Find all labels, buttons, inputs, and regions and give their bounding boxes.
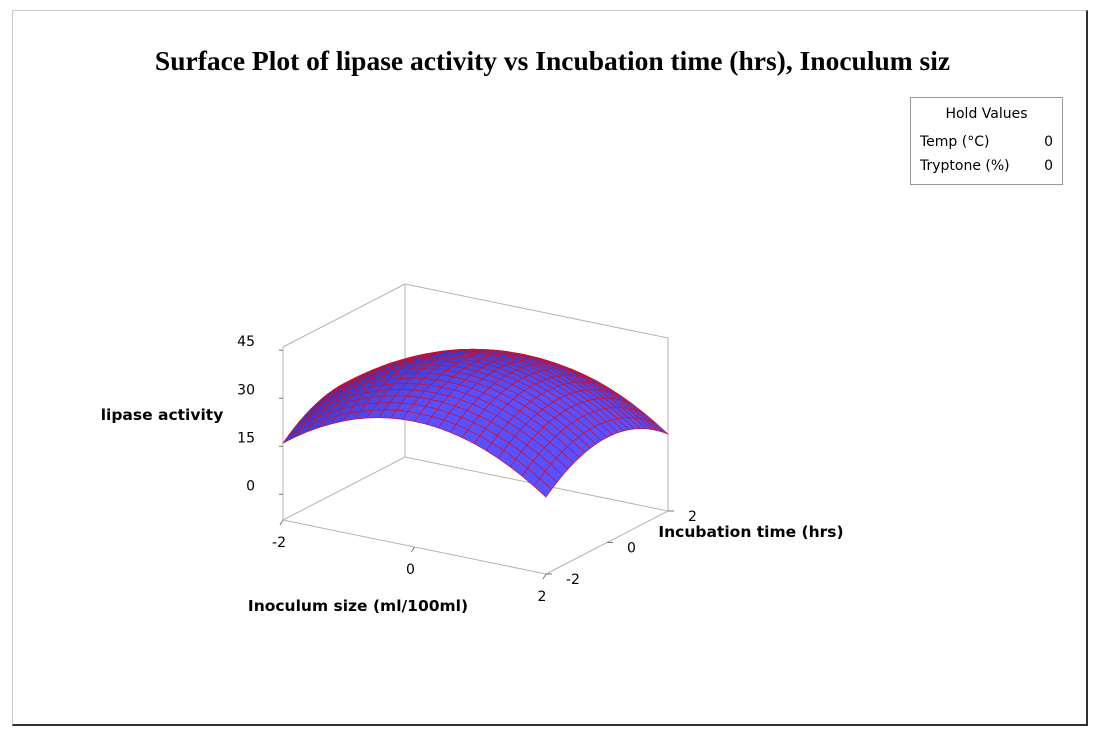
hold-value-row-tryptone: Tryptone (%) 0 [920,158,1053,178]
z-tick-label: 45 [237,334,255,350]
hold-values-title: Hold Values [945,106,1028,122]
hold-value-value: 0 [1044,134,1053,150]
x-tick-mark [279,519,284,526]
box-edge [282,456,406,521]
x-tick-label: 0 [406,562,415,578]
z-tick-label: 15 [237,430,255,446]
x-tick-mark [411,546,415,553]
x-tick-label: -2 [272,535,286,551]
hold-value-value: 0 [1044,158,1053,174]
y-axis-label: Incubation time (hrs) [658,523,843,541]
x-axis-label: Inoculum size (ml/100ml) [248,597,468,615]
hold-value-name: Tryptone (%) [920,158,1010,174]
z-tick-label: 30 [237,382,255,398]
hold-value-row-temp: Temp (°C) 0 [920,134,1053,154]
x-tick-mark [542,573,547,580]
hold-value-name: Temp (°C) [920,134,990,150]
x-tick-label: 2 [538,589,547,605]
surface-mesh [282,348,669,498]
y-tick-label: 0 [627,541,636,557]
chart-title: Surface Plot of lipase activity vs Incub… [154,45,951,76]
box-edge [404,283,669,339]
surface-cell [533,478,552,498]
axis-ticks: 0 15 30 45 -2 0 2 -2 0 2 [237,334,697,605]
z-tick-label: 0 [246,478,255,494]
z-axis-label: lipase activity [101,406,224,424]
hold-values-legend: Hold Values Temp (°C) 0 Tryptone (%) 0 [910,97,1063,185]
y-tick-label: -2 [566,572,580,588]
box-edge [282,283,406,348]
y-tick-label: 2 [688,509,697,525]
